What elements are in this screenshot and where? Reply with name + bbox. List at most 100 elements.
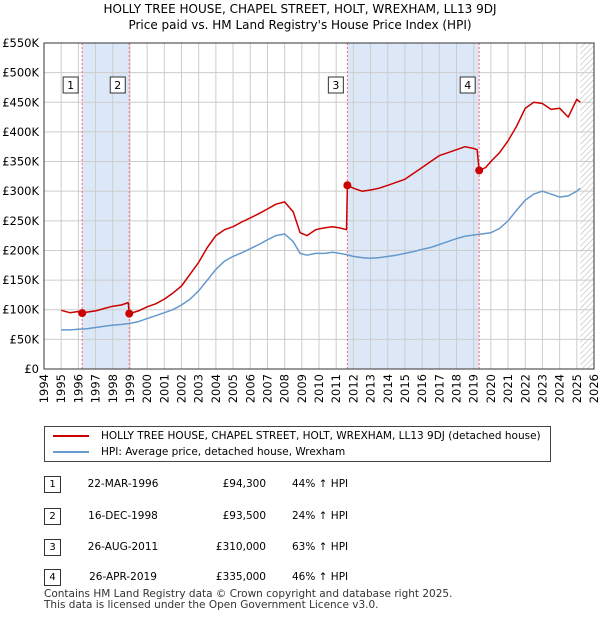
sale-point: [125, 309, 134, 318]
sale-points: [78, 166, 484, 318]
x-tick-label: 2007: [260, 374, 274, 403]
x-tick-label: 2012: [346, 374, 360, 403]
x-tick-label: 2024: [553, 374, 567, 403]
row-hpi-change: 63% ↑ HPI: [292, 541, 349, 553]
chart-title: HOLLY TREE HOUSE, CHAPEL STREET, HOLT, W…: [103, 2, 497, 16]
future-hatch-area: [580, 43, 594, 369]
legend-swatch-property: [53, 435, 89, 437]
plot-frame: [43, 42, 595, 370]
sale-labels: 1 2 3 4: [62, 76, 476, 94]
row-date: 22-MAR-1996: [87, 478, 159, 490]
row-price: £310,000: [215, 541, 266, 553]
x-tick-label: 2003: [192, 374, 206, 403]
x-tick-label: 2005: [226, 374, 240, 403]
series-lines: [60, 98, 581, 331]
y-tick-label: £350K: [2, 155, 39, 169]
table-row: 2 16-DEC-1998 £93,500 24% ↑ HPI: [0, 506, 600, 526]
sale-label: 3: [332, 79, 339, 92]
sale-label: 1: [67, 79, 74, 92]
shaded-period: [82, 43, 130, 369]
shaded-period: [347, 43, 480, 369]
x-tick-label: 2008: [278, 374, 292, 403]
sale-label: 2: [114, 79, 121, 92]
row-hpi-change: 24% ↑ HPI: [292, 510, 349, 522]
y-tick-label: £500K: [2, 66, 39, 80]
y-tick-label: £400K: [2, 125, 39, 139]
y-tick-label: £300K: [2, 184, 39, 198]
sale-label-box: [109, 76, 126, 94]
x-tick-label: 2019: [467, 374, 481, 403]
y-tick-label: £250K: [2, 214, 39, 228]
footer-line-2: This data is licensed under the Open Gov…: [44, 599, 379, 611]
row-hpi-change: 46% ↑ HPI: [292, 571, 349, 583]
x-tick-label: 2022: [518, 374, 532, 403]
legend-label-property: HOLLY TREE HOUSE, CHAPEL STREET, HOLT, W…: [101, 430, 541, 442]
x-tick-label: 2018: [450, 374, 464, 403]
price-chart: 1 2 3 4 £0 £50K £100K £150K £200K £250K £300K £350…: [2, 36, 600, 403]
x-tick-label: 2020: [484, 374, 498, 403]
x-tick-label: 2002: [175, 374, 189, 403]
x-tick-label: 2023: [535, 374, 549, 403]
sale-label-box: [62, 76, 79, 94]
y-tick-label: £450K: [2, 95, 39, 109]
shaded-periods: [82, 43, 594, 369]
x-tick-label: 1996: [71, 374, 85, 403]
x-tick-label: 1998: [106, 374, 120, 403]
row-date: 26-APR-2019: [89, 571, 157, 583]
x-tick-label: 1997: [89, 374, 103, 403]
x-tick-label: 2004: [209, 374, 223, 403]
row-number-badge: 3: [44, 539, 61, 556]
x-tick-label: 2016: [415, 374, 429, 403]
y-tick-label: £50K: [10, 332, 40, 346]
x-tick-label: 1995: [54, 374, 68, 403]
x-tick-label: 2026: [587, 374, 600, 403]
table-row: 1 22-MAR-1996 £94,300 44% ↑ HPI: [0, 474, 600, 494]
legend-item-property: HOLLY TREE HOUSE, CHAPEL STREET, HOLT, W…: [53, 428, 541, 444]
legend: HOLLY TREE HOUSE, CHAPEL STREET, HOLT, W…: [44, 426, 551, 462]
row-number-badge: 2: [44, 508, 61, 525]
legend-label-hpi: HPI: Average price, detached house, Wrex…: [101, 446, 346, 458]
sale-point: [343, 181, 352, 190]
y-tick-label: £200K: [2, 243, 39, 257]
x-tick-label: 2015: [398, 374, 412, 403]
table-row: 3 26-AUG-2011 £310,000 63% ↑ HPI: [0, 537, 600, 557]
footer-line-1: Contains HM Land Registry data © Crown c…: [44, 588, 453, 600]
y-tick-label: £550K: [2, 36, 39, 50]
y-axis-ticks: £0 £50K £100K £150K £200K £250K £300K £350K £400…: [2, 36, 39, 376]
chart-subtitle: Price paid vs. HM Land Registry's House …: [128, 18, 472, 32]
x-tick-label: 2009: [295, 374, 309, 403]
hpi-line: [61, 187, 581, 331]
sale-point: [475, 166, 484, 175]
property-price-line: [60, 98, 581, 315]
y-tick-label: £150K: [2, 273, 39, 287]
x-tick-label: 2017: [432, 374, 446, 403]
row-date: 26-AUG-2011: [87, 541, 159, 553]
row-number-badge: 4: [44, 569, 61, 586]
row-date: 16-DEC-1998: [88, 510, 158, 522]
x-tick-label: 2025: [570, 374, 584, 403]
x-tick-label: 2000: [140, 374, 154, 403]
y-tick-label: £0: [24, 362, 39, 376]
row-number-badge: 1: [44, 476, 61, 493]
x-tick-label: 2014: [381, 374, 395, 403]
x-axis-ticks: 1994 1995 1996 1997 1998 1999 2000 2001 2002 2003…: [37, 374, 600, 403]
x-tick-label: 2010: [312, 374, 326, 403]
x-tick-label: 1999: [123, 374, 137, 403]
row-hpi-change: 44% ↑ HPI: [292, 478, 349, 490]
x-tick-label: 2011: [329, 374, 343, 403]
x-tick-label: 1994: [37, 374, 51, 403]
sale-label-box: [459, 76, 476, 94]
y-tick-label: £100K: [2, 303, 39, 317]
legend-swatch-hpi: [53, 451, 89, 453]
x-tick-label: 2001: [157, 374, 171, 403]
row-price: £93,500: [222, 510, 266, 522]
row-price: £94,300: [222, 478, 266, 490]
legend-item-hpi: HPI: Average price, detached house, Wrex…: [53, 444, 345, 460]
x-tick-label: 2013: [364, 374, 378, 403]
footer-notice: Contains HM Land Registry data © Crown c…: [44, 589, 452, 611]
x-tick-label: 2021: [501, 374, 515, 403]
row-price: £335,000: [215, 571, 266, 583]
sale-label-box: [327, 76, 344, 94]
x-tick-label: 2006: [243, 374, 257, 403]
table-row: 4 26-APR-2019 £335,000 46% ↑ HPI: [0, 567, 600, 587]
